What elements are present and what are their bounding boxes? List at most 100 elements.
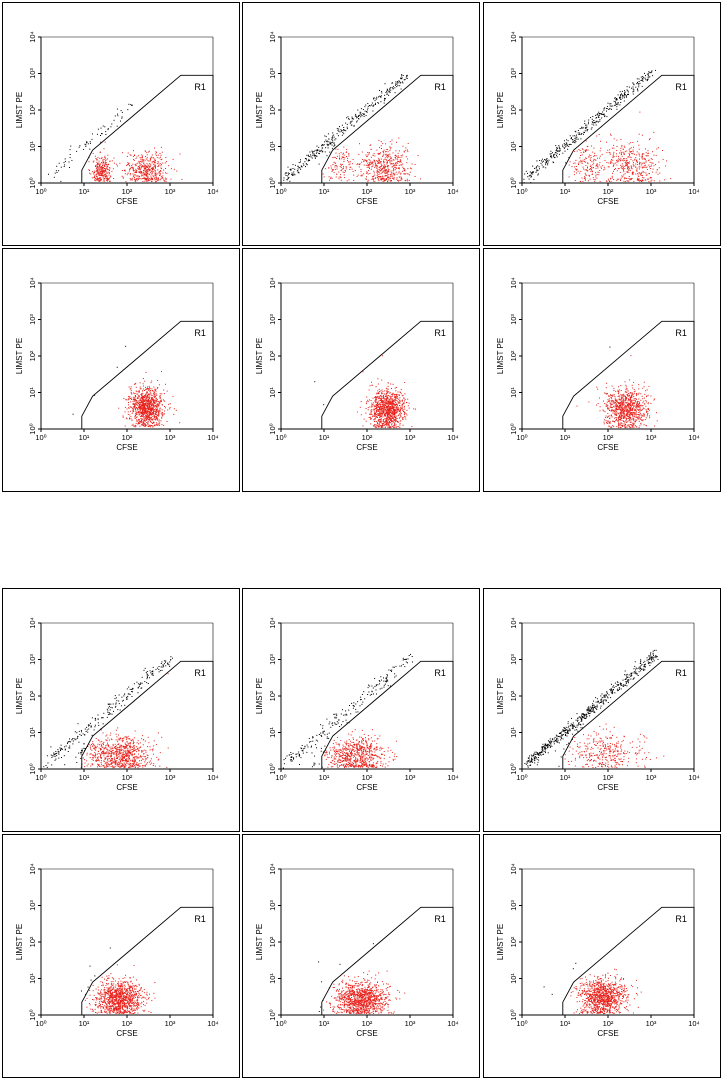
event-dot xyxy=(527,176,529,178)
event-dot xyxy=(134,403,136,405)
event-dot xyxy=(161,151,163,153)
event-dot xyxy=(363,113,365,115)
event-dot xyxy=(157,162,159,164)
event-dot xyxy=(613,156,615,158)
event-dot xyxy=(145,177,147,179)
event-dot xyxy=(622,160,624,162)
event-dot xyxy=(636,402,638,404)
event-dot xyxy=(588,156,590,158)
event-dot xyxy=(387,167,389,169)
event-dot xyxy=(107,128,109,130)
event-dot xyxy=(405,413,407,415)
event-dot xyxy=(643,381,645,383)
event-dot xyxy=(415,408,416,410)
event-dot xyxy=(139,390,140,392)
event-dot xyxy=(636,167,638,169)
event-dot xyxy=(553,154,555,156)
event-dot xyxy=(107,158,109,160)
event-dot xyxy=(371,409,373,411)
scatter-plot: 10⁰ 10¹ 10² 10³ 10⁴10⁰10¹10²10³10⁴CFSELIMST … xyxy=(255,277,459,452)
event-dot xyxy=(142,403,144,405)
event-dot xyxy=(160,167,162,169)
event-dot xyxy=(375,398,377,400)
event-dot xyxy=(596,135,598,137)
event-dot xyxy=(141,393,143,395)
event-dot xyxy=(644,419,646,421)
event-dot xyxy=(616,178,618,180)
event-dot xyxy=(602,111,604,113)
event-dot xyxy=(379,160,380,162)
event-dot xyxy=(138,391,140,393)
event-dot xyxy=(380,405,382,407)
event-dot xyxy=(645,152,647,154)
event-dot xyxy=(382,175,384,177)
event-dot xyxy=(627,91,629,93)
event-dot xyxy=(392,172,394,174)
event-dot xyxy=(130,388,132,390)
event-dot xyxy=(375,416,377,418)
event-dot xyxy=(400,388,402,390)
event-dot xyxy=(111,123,113,125)
event-dot xyxy=(616,161,618,163)
event-dot xyxy=(584,169,586,171)
event-dot xyxy=(89,148,91,150)
event-dot xyxy=(158,414,160,416)
event-dot xyxy=(392,412,394,414)
event-dot xyxy=(613,170,614,172)
event-dot xyxy=(386,161,388,163)
event-dot xyxy=(142,160,144,162)
event-dot xyxy=(127,162,129,164)
event-dot xyxy=(374,177,376,179)
event-dot xyxy=(157,412,159,414)
event-dot xyxy=(369,406,371,408)
event-dot xyxy=(576,134,577,136)
event-dot xyxy=(558,145,560,147)
event-dot xyxy=(133,403,135,405)
event-dot xyxy=(158,403,160,405)
event-dot xyxy=(395,167,397,169)
event-dot xyxy=(598,164,600,166)
event-dot xyxy=(146,171,147,173)
event-dot xyxy=(142,405,144,407)
event-dot xyxy=(624,177,626,179)
event-dot xyxy=(132,401,134,403)
event-dot xyxy=(164,413,165,415)
event-dot xyxy=(530,172,532,174)
event-dot xyxy=(330,142,332,144)
event-dot xyxy=(147,421,149,423)
event-dot xyxy=(144,174,146,176)
event-dot xyxy=(154,396,156,398)
event-dot xyxy=(383,161,385,163)
event-dot xyxy=(390,170,392,172)
event-dot xyxy=(625,407,627,409)
event-dot xyxy=(145,394,147,396)
event-dot xyxy=(616,404,618,406)
event-dot xyxy=(610,181,612,183)
event-dot xyxy=(150,397,152,399)
event-dot xyxy=(104,155,106,157)
event-dot xyxy=(619,415,621,417)
event-dot xyxy=(377,390,379,392)
event-dot xyxy=(569,143,571,145)
event-dot xyxy=(104,157,106,158)
event-dot xyxy=(144,409,146,411)
event-dot xyxy=(635,173,637,175)
event-dot xyxy=(156,411,157,413)
event-dot xyxy=(95,174,97,176)
y-axis-label: LIMST PE xyxy=(496,338,505,374)
event-dot xyxy=(606,106,608,107)
event-dot xyxy=(382,150,384,152)
event-dot xyxy=(95,168,97,170)
event-dot xyxy=(397,415,399,416)
event-dot xyxy=(338,130,340,132)
event-dot xyxy=(631,178,632,180)
event-dot xyxy=(134,155,135,156)
event-dot xyxy=(599,155,601,157)
event-dot xyxy=(396,173,398,175)
event-dot xyxy=(405,418,407,420)
event-dot xyxy=(146,397,148,399)
event-dot xyxy=(393,411,395,413)
event-dot xyxy=(405,147,407,149)
event-dot xyxy=(403,397,405,399)
event-dot xyxy=(394,155,396,156)
